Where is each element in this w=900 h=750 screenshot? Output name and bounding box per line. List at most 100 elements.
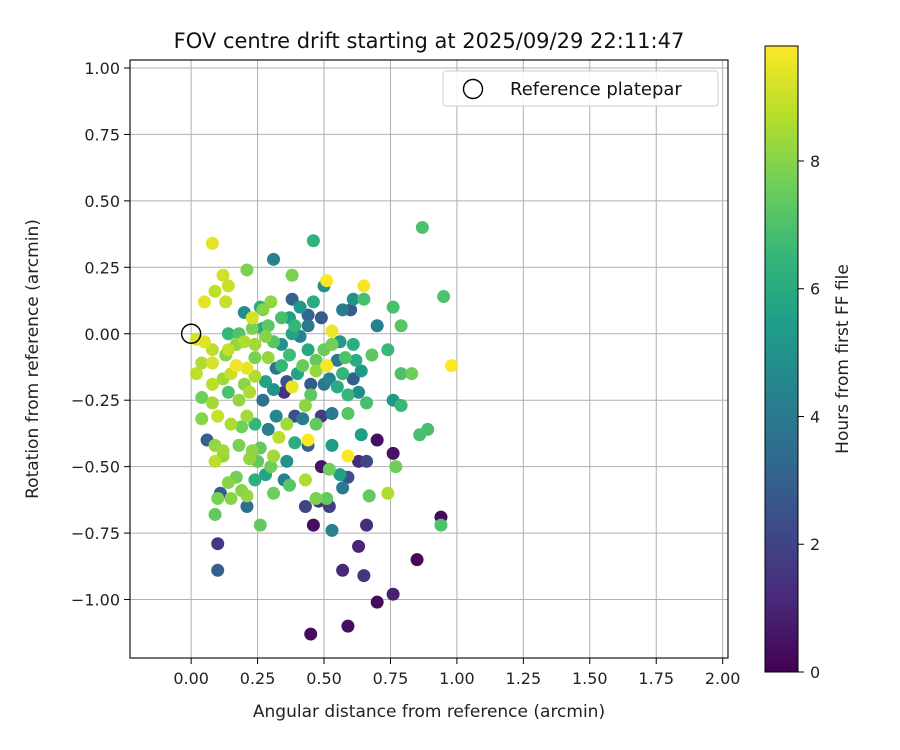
x-tick-label: 0.25 (240, 669, 276, 688)
data-point (221, 327, 235, 341)
legend-marker-reference (462, 78, 484, 100)
data-point (322, 462, 336, 476)
x-tick-label: 1.75 (638, 669, 674, 688)
data-point (205, 236, 219, 250)
data-point (261, 351, 275, 365)
data-point (237, 335, 251, 349)
data-point (405, 367, 419, 381)
data-point (293, 300, 307, 314)
data-point (282, 478, 296, 492)
data-point (208, 454, 222, 468)
data-point (229, 359, 243, 373)
scatter-points (180, 220, 459, 641)
data-point (421, 422, 435, 436)
data-point (221, 279, 235, 293)
data-point (267, 449, 281, 463)
data-point (274, 311, 288, 325)
x-tick-label: 0.75 (373, 669, 409, 688)
data-point (205, 396, 219, 410)
x-tick-label: 2.00 (705, 669, 741, 688)
data-point (304, 377, 318, 391)
data-point (211, 537, 225, 551)
data-point (261, 422, 275, 436)
data-point (410, 553, 424, 567)
data-point (240, 409, 254, 423)
data-point (197, 295, 211, 309)
data-point (336, 303, 350, 317)
data-point (354, 428, 368, 442)
x-tick-label: 1.25 (506, 669, 542, 688)
data-point (301, 343, 315, 357)
data-point (248, 337, 262, 351)
data-point (370, 433, 384, 447)
colorbar-tick-label: 0 (810, 663, 820, 682)
data-point (267, 383, 281, 397)
data-point (285, 268, 299, 282)
x-tick-label: 0.00 (173, 669, 209, 688)
data-point (386, 587, 400, 601)
data-point (195, 412, 209, 426)
y-tick-label: −0.25 (71, 391, 120, 410)
data-point (309, 417, 323, 431)
data-point (240, 500, 254, 514)
colorbar-gradient (764, 45, 799, 673)
data-point (370, 595, 384, 609)
data-point (352, 385, 366, 399)
data-point (341, 619, 355, 633)
data-point (235, 420, 249, 434)
data-point (445, 359, 459, 373)
data-point (240, 263, 254, 277)
data-point (224, 417, 238, 431)
legend-box (442, 70, 719, 107)
data-point (211, 492, 225, 506)
data-point (267, 252, 281, 266)
data-point (245, 311, 259, 325)
data-point (256, 393, 270, 407)
data-point (301, 319, 315, 333)
data-point (248, 417, 262, 431)
data-point (221, 476, 235, 490)
data-point (288, 319, 302, 333)
data-point (309, 492, 323, 506)
data-point (216, 268, 230, 282)
data-point (362, 489, 376, 503)
data-point (280, 417, 294, 431)
data-point (301, 308, 315, 322)
data-point (272, 430, 286, 444)
data-point (394, 319, 408, 333)
data-point (264, 295, 278, 309)
data-point (274, 359, 288, 373)
data-point (298, 473, 312, 487)
y-tick-label: −1.00 (71, 591, 120, 610)
plot-area-frame (129, 59, 729, 659)
x-tick-label: 1.50 (572, 669, 608, 688)
data-point (296, 412, 310, 426)
x-tick-label: 0.50 (306, 669, 342, 688)
data-point (195, 391, 209, 405)
data-point (386, 300, 400, 314)
data-point (245, 321, 259, 335)
data-point (195, 356, 209, 370)
data-point (320, 359, 334, 373)
colorbar-label: Hours from first FF file (833, 264, 853, 454)
chart-title: FOV centre drift starting at 2025/09/29 … (174, 29, 685, 53)
data-point (325, 523, 339, 537)
data-point (309, 353, 323, 367)
y-tick-label: 0.00 (84, 325, 120, 344)
data-point (346, 292, 360, 306)
reference-platepar-marker (180, 323, 202, 344)
data-point (336, 481, 350, 495)
data-point (338, 351, 352, 365)
data-point (357, 569, 371, 583)
data-point (221, 385, 235, 399)
data-point (354, 364, 368, 378)
data-point (197, 335, 211, 349)
grid-lines (130, 60, 728, 658)
data-point (365, 348, 379, 362)
y-tick-label: −0.75 (71, 524, 120, 543)
data-point (381, 343, 395, 357)
data-point (296, 359, 310, 373)
y-tick-label: −0.50 (71, 458, 120, 477)
data-point (208, 507, 222, 521)
